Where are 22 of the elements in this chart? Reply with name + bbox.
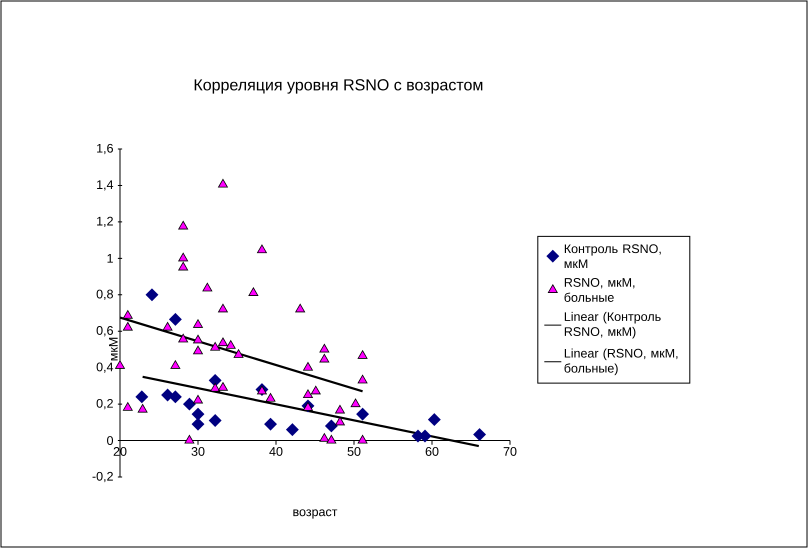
chart-title: Корреляция уровня RSNO с возрастом <box>194 79 482 94</box>
y-tick-label: -0,2 <box>92 472 113 482</box>
y-tick-label: 0 <box>107 436 114 445</box>
y-tick-label: 0,2 <box>96 398 113 410</box>
y-tick-label: 1,4 <box>97 180 114 191</box>
x-tick-label: 40 <box>269 447 282 456</box>
y-axis-title: мкМ <box>109 338 118 360</box>
y-tick-label: 0,8 <box>96 290 113 300</box>
x-tick-label: 60 <box>426 447 438 456</box>
x-tick-label: 50 <box>348 447 360 456</box>
legend-label: Linear (Контроль RSNO, мкМ) <box>564 312 661 339</box>
legend-label: RSNO, мкМ, больные <box>564 278 634 302</box>
legend-label: Linear (RSNO, мкМ, больные) <box>564 348 678 376</box>
x-axis-title: возраст <box>293 509 338 519</box>
y-tick-label: 1 <box>108 254 113 263</box>
y-tick-label: 1,2 <box>97 216 113 228</box>
y-tick-label: 0,4 <box>96 362 114 373</box>
x-tick-label: 70 <box>504 447 516 456</box>
y-tick-label: 0,6 <box>96 326 113 336</box>
x-tick-label: 30 <box>192 447 204 456</box>
y-tick-label: 1,6 <box>97 144 113 154</box>
legend-label: Контроль RSNO, мкМ <box>564 244 661 268</box>
